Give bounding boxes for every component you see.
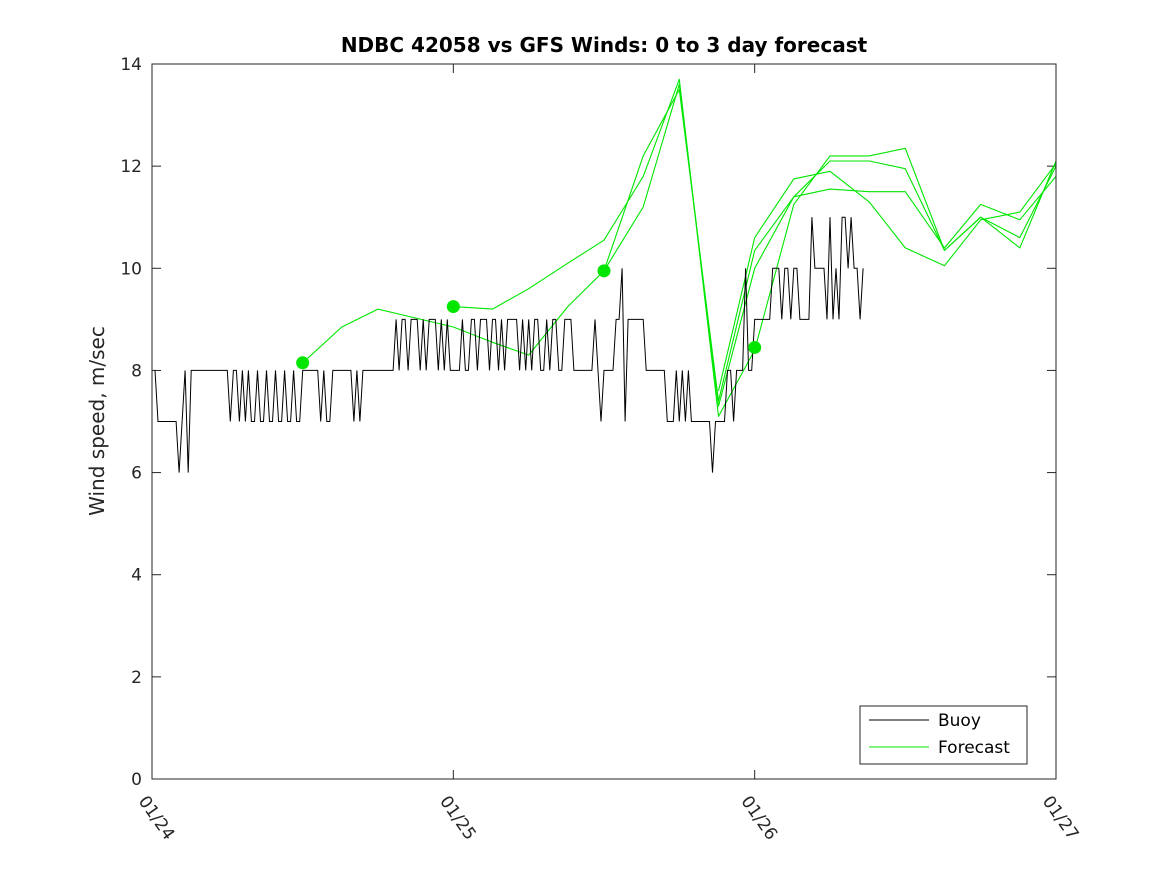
plot-frame xyxy=(151,63,1057,780)
y-tick-label: 6 xyxy=(131,464,142,484)
legend-forecast-label: Forecast xyxy=(938,738,1010,758)
y-tick-label: 12 xyxy=(120,157,142,177)
legend-buoy-label: Buoy xyxy=(938,711,981,731)
legend-box xyxy=(859,705,1028,765)
forecast-line-5 xyxy=(717,163,1057,392)
y-axis-label: Wind speed, m/sec xyxy=(85,326,109,516)
series-layer xyxy=(154,78,1057,473)
forecast-line-1 xyxy=(302,89,680,364)
y-tick-label: 2 xyxy=(131,668,142,688)
forecast-start-marker xyxy=(748,340,762,354)
forecast-line-4 xyxy=(678,89,1057,402)
y-tick-label: 4 xyxy=(131,566,142,586)
legend: Buoy Forecast xyxy=(859,705,1028,765)
forecast-start-marker xyxy=(446,300,460,314)
y-tick-label: 0 xyxy=(131,770,142,790)
chart-title: NDBC 42058 vs GFS Winds: 0 to 3 day fore… xyxy=(341,33,868,57)
y-tick-label: 10 xyxy=(120,259,142,279)
forecast-start-marker xyxy=(296,356,310,370)
y-tick-label: 14 xyxy=(120,55,142,75)
buoy-line xyxy=(154,216,864,473)
y-tick-label: 8 xyxy=(131,361,142,381)
forecast-line-3 xyxy=(603,83,1057,407)
forecast-start-marker xyxy=(597,264,611,278)
plot-area xyxy=(152,64,1056,779)
